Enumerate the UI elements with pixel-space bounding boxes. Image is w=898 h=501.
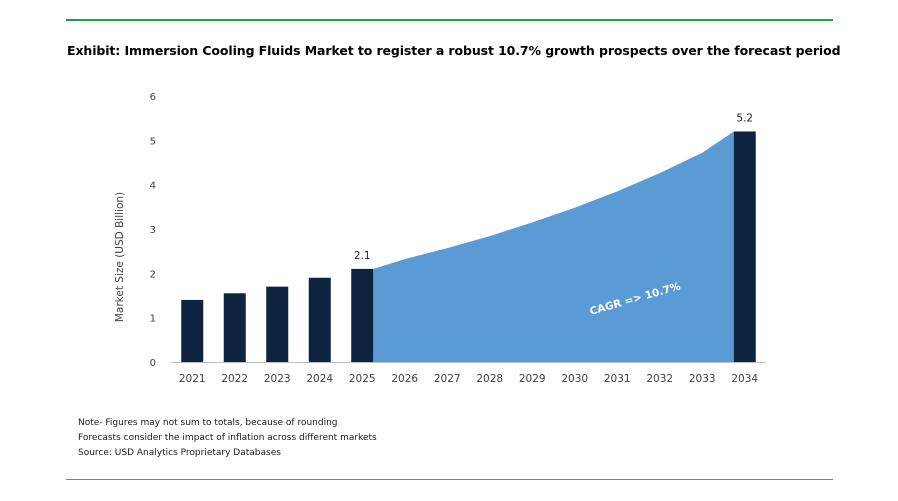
note-inflation: Forecasts consider the impact of inflati… — [78, 433, 377, 443]
bar-2021 — [181, 299, 204, 362]
x-tick-label-2031: 2031 — [604, 373, 631, 385]
y-tick-label-2: 2 — [150, 269, 156, 280]
y-tick-label-1: 1 — [150, 314, 156, 325]
x-tick-label-2026: 2026 — [391, 373, 418, 385]
x-tick-label-2027: 2027 — [434, 373, 461, 385]
bar-2024 — [308, 277, 331, 362]
y-tick-label-3: 3 — [150, 225, 156, 236]
bar-2034 — [733, 131, 756, 362]
y-tick-label-0: 0 — [150, 358, 156, 369]
top-divider — [66, 19, 833, 21]
data-label-2025: 2.1 — [354, 250, 371, 262]
x-tick-label-2028: 2028 — [476, 373, 503, 385]
chart-title: Exhibit: Immersion Cooling Fluids Market… — [67, 43, 841, 58]
bar-2023 — [266, 286, 289, 362]
forecast-area — [373, 131, 734, 362]
x-tick-label-2032: 2032 — [646, 373, 673, 385]
y-tick-label-6: 6 — [150, 92, 156, 103]
x-tick-label-2025: 2025 — [349, 373, 376, 385]
bottom-divider — [66, 479, 833, 480]
chart-notes: Note- Figures may not sum to totals, bec… — [78, 416, 377, 461]
x-tick-label-2034: 2034 — [731, 373, 758, 385]
bar-2025 — [351, 268, 374, 362]
y-axis-label: Market Size (USD Billion) — [114, 192, 126, 322]
x-tick-label-2024: 2024 — [306, 373, 333, 385]
y-tick-label-5: 5 — [150, 136, 156, 147]
x-tick-label-2030: 2030 — [561, 373, 588, 385]
x-tick-label-2022: 2022 — [221, 373, 248, 385]
x-tick-label-2021: 2021 — [179, 373, 206, 385]
x-tick-label-2033: 2033 — [689, 373, 716, 385]
note-rounding: Note- Figures may not sum to totals, bec… — [78, 418, 338, 428]
data-label-2034: 5.2 — [736, 112, 753, 124]
bar-2022 — [223, 293, 246, 362]
y-tick-label-4: 4 — [150, 181, 156, 192]
x-tick-label-2023: 2023 — [264, 373, 291, 385]
x-tick-label-2029: 2029 — [519, 373, 546, 385]
note-source: Source: USD Analytics Proprietary Databa… — [78, 448, 281, 458]
